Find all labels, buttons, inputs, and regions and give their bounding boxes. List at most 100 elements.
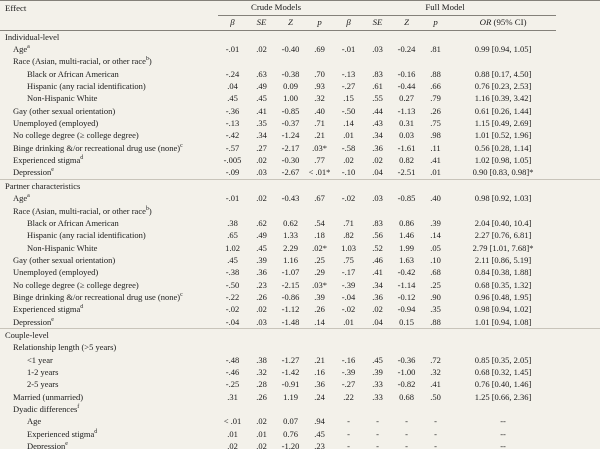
stat-cell: .65 (227, 230, 238, 241)
stat-cell: -.38 (225, 267, 240, 278)
table-row: No college degree (≥ college degree) -.50… (0, 279, 600, 291)
effect-label: Hispanic (any racial identification) (27, 81, 146, 92)
stat-cell: .01 (227, 428, 238, 439)
stat-cell: < .01* (308, 167, 331, 178)
stat-cell: .70 (314, 68, 325, 79)
stat-cell: - (434, 416, 437, 427)
stat-cell: .43 (372, 118, 383, 129)
row-spacer (556, 230, 600, 242)
stat-cell: 0.68 (399, 391, 414, 402)
table-row: Race (Asian, multi-racial, or other race… (0, 56, 600, 68)
stat-cell: .55 (372, 93, 383, 104)
table-row: Relationship length (>5 years) (0, 342, 600, 354)
stat-cell (392, 179, 422, 193)
stat-cell: .03* (312, 279, 327, 290)
stat-cell: -.46 (225, 366, 240, 377)
effect-label: 2-5 years (27, 379, 59, 390)
or-ci-cell: 1.25 [0.66, 2.36] (474, 391, 532, 402)
stat-cell (363, 205, 392, 217)
table-row: Age < .01.02 0.07.94- - - - -- (0, 416, 600, 428)
stat-cell: .34 (372, 279, 383, 290)
row-spacer (556, 192, 600, 204)
stat-cell (276, 179, 305, 193)
or-ci-cell: 0.96 [0.48, 1.95] (474, 291, 532, 302)
stat-cell (334, 342, 363, 354)
or-ci-cell: 0.88 [0.17, 4.50] (474, 68, 532, 79)
row-spacer (556, 328, 600, 342)
stat-cell: .75 (430, 118, 441, 129)
or-ci-cell (450, 179, 557, 193)
table-row: Unemployed (employed) -.13 .35 -0.37 .71 .14.… (0, 117, 600, 129)
or-ci-cell (450, 56, 556, 68)
stat-cell: .50 (430, 391, 441, 402)
stat-cell: 0.27 (399, 93, 414, 104)
or-ci-cell (450, 205, 556, 217)
stat-cell (392, 205, 421, 217)
row-spacer (556, 254, 600, 266)
stat-cell: -.10 (341, 167, 356, 178)
stat-cell (421, 179, 451, 193)
stat-cell (218, 342, 247, 354)
stat-cell: -1.27 (281, 354, 300, 365)
stat-cell: -.04 (225, 316, 240, 327)
stat-cell: -.13 (225, 118, 240, 129)
stat-cell: -0.94 (397, 304, 416, 315)
stat-cell: .03 (372, 44, 383, 55)
row-spacer (556, 56, 600, 68)
or-ci-cell: 2.04 [0.40, 10.4] (474, 217, 532, 228)
stat-cell (392, 56, 421, 68)
effect-label: Hispanic (any racial identification) (27, 230, 146, 241)
table-row: 2-5 years -.25 .28 -0.91 .36 -.27 .33 -0.82 .41 0… (0, 379, 600, 391)
stat-cell: .01 (430, 167, 441, 178)
stat-cell: .01 (256, 428, 267, 439)
stat-cell: .54 (314, 217, 325, 228)
stat-cell: .23 (256, 279, 267, 290)
row-spacer (556, 217, 600, 229)
row-spacer (556, 130, 600, 142)
or-ci-cell (450, 342, 556, 354)
effect-label: Black or African American (27, 217, 119, 228)
stat-cell: .02 (256, 441, 267, 449)
row-spacer (556, 366, 600, 378)
or-ci-cell: 0.90 [0.83, 0.98]* (472, 167, 534, 178)
stat-cell: .26 (256, 391, 267, 402)
stat-cell: 0.82 (399, 155, 414, 166)
stat-cell (276, 56, 305, 68)
stat-cell: .33 (372, 391, 383, 402)
stat-cell (305, 342, 334, 354)
stat-cell: -0.91 (281, 379, 300, 390)
row-spacer (556, 31, 600, 44)
stat-cell: .62 (256, 217, 267, 228)
stat-cell: .02 (256, 155, 267, 166)
effect-label: Relationship length (>5 years) (13, 342, 117, 353)
effect-label: Unemployed (employed) (13, 267, 99, 278)
stat-cell (421, 31, 450, 44)
stat-cell: .41 (256, 105, 267, 116)
stat-cell: -.58 (341, 142, 356, 153)
stat-cell: -0.85 (397, 193, 416, 204)
stat-cell: -1.12 (281, 304, 300, 315)
effect-label: Binge drinking &/or recreational drug us… (13, 291, 183, 302)
stat-cell: -.02 (225, 304, 240, 315)
row-spacer (556, 167, 600, 180)
row-spacer (556, 342, 600, 354)
stat-cell: -0.30 (281, 155, 300, 166)
stat-cell (305, 179, 335, 193)
stat-cell: .39 (372, 366, 383, 377)
beta-crude-header: β (218, 15, 247, 31)
or-ci-cell: 1.01 [0.94, 1.08] (474, 316, 532, 327)
stat-cell: .04 (372, 316, 383, 327)
stat-cell: .41 (430, 155, 441, 166)
stat-cell: -1.24 (281, 130, 300, 141)
stat-cell: .35 (256, 118, 267, 129)
stat-cell: -.16 (341, 354, 356, 365)
stat-cell: .02 (372, 155, 383, 166)
table-row: Hispanic (any racial identification) .65.… (0, 230, 600, 242)
stat-cell: - (405, 428, 408, 439)
stat-cell: .38 (256, 354, 267, 365)
stat-cell: -.01 (225, 44, 240, 55)
table-row: 1-2 years -.46 .32 -1.42 .16 -.39 .39 -1.00 .32 0… (0, 366, 600, 378)
stat-cell: .03 (256, 167, 267, 178)
stat-cell: -1.00 (397, 366, 416, 377)
